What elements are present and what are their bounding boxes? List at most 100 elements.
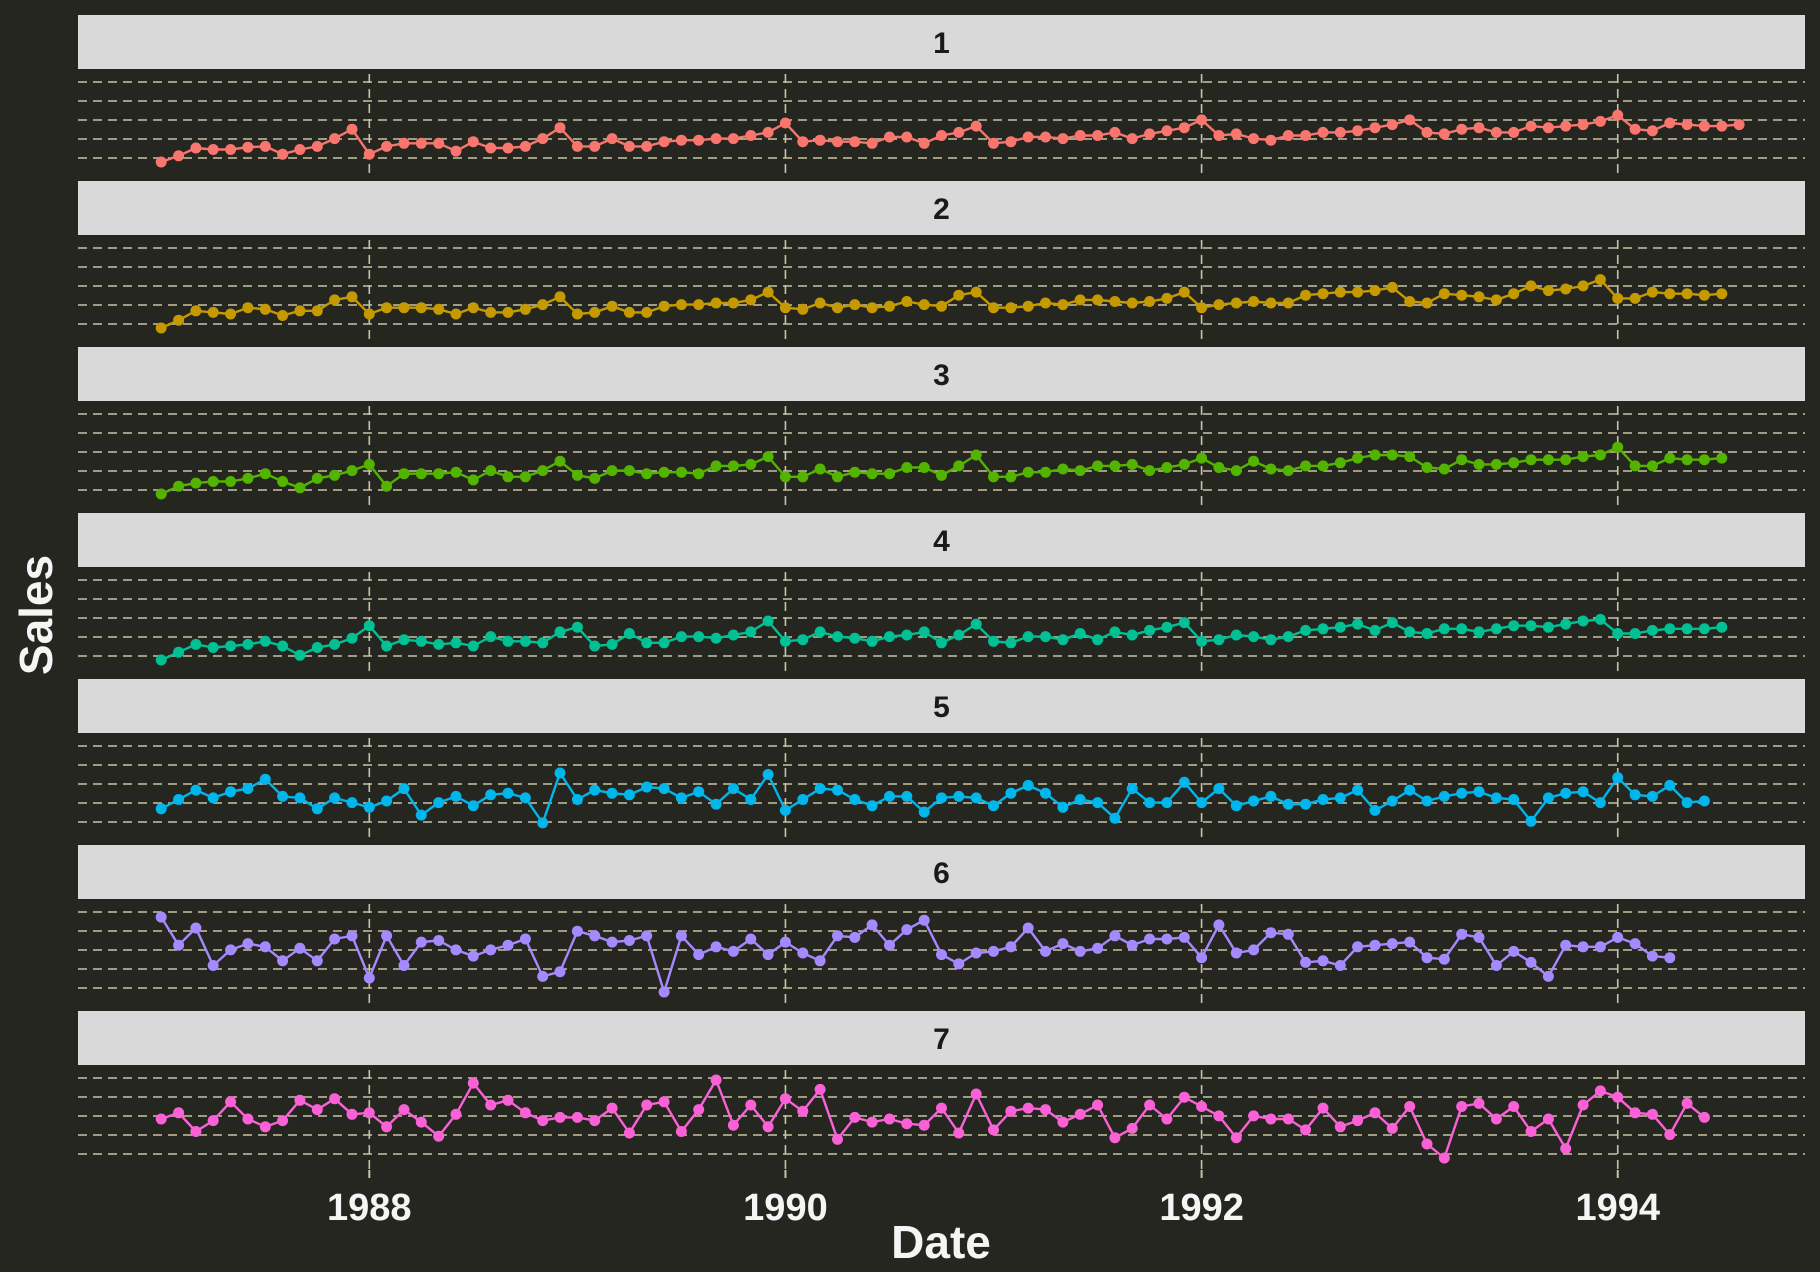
data-point [1577, 941, 1589, 953]
data-point [1022, 131, 1034, 143]
data-point [988, 302, 999, 314]
data-point [433, 468, 445, 480]
data-point [1300, 956, 1312, 968]
data-point [1282, 1113, 1294, 1125]
data-point [1109, 930, 1121, 942]
data-point [346, 632, 358, 644]
data-point [727, 297, 739, 309]
data-point [1646, 1108, 1658, 1120]
data-point [259, 140, 271, 152]
data-point [1612, 441, 1624, 453]
data-point [1178, 931, 1190, 943]
data-point [190, 1126, 202, 1137]
data-point [866, 137, 878, 149]
data-point [1629, 460, 1641, 472]
facet-strip-1 [78, 15, 1805, 69]
data-point [155, 1113, 167, 1125]
data-point [381, 640, 393, 652]
data-point [277, 955, 289, 967]
data-point [571, 1111, 583, 1123]
data-point [225, 476, 237, 487]
data-point [1352, 784, 1364, 796]
data-point [242, 472, 254, 484]
data-point [884, 300, 895, 312]
data-point [866, 800, 878, 812]
data-point [936, 637, 947, 649]
data-point [519, 471, 531, 483]
data-point [398, 960, 410, 971]
data-point [1421, 297, 1433, 309]
data-point [329, 792, 341, 804]
data-point [190, 305, 202, 317]
data-point [1646, 950, 1658, 962]
data-point [1698, 120, 1710, 132]
data-point [849, 794, 861, 805]
data-point [988, 800, 999, 812]
data-point [467, 950, 479, 962]
data-point [623, 306, 635, 318]
data-point [936, 1102, 947, 1114]
data-point [450, 1108, 462, 1120]
data-point [1490, 623, 1502, 635]
data-point [1473, 626, 1485, 638]
data-point [1248, 1110, 1260, 1122]
data-point [346, 930, 358, 942]
data-point [1126, 458, 1138, 470]
data-point [1161, 462, 1173, 473]
data-point [1334, 126, 1346, 138]
data-point [1092, 942, 1104, 954]
data-point [1490, 1113, 1502, 1125]
data-point [1369, 449, 1381, 461]
data-point [1196, 114, 1208, 126]
data-point [1057, 938, 1069, 950]
data-point [173, 480, 185, 492]
data-point [814, 783, 826, 795]
data-point [1525, 280, 1537, 292]
data-point [1040, 631, 1051, 643]
data-point [589, 472, 601, 484]
data-point [1092, 797, 1104, 809]
data-point [1300, 460, 1312, 472]
data-point [207, 1115, 219, 1127]
data-point [225, 1096, 237, 1108]
data-point [1508, 457, 1520, 469]
data-point [1629, 123, 1641, 135]
data-point [1629, 789, 1641, 801]
data-point [1057, 463, 1069, 475]
data-point [1386, 119, 1398, 131]
data-point [1438, 790, 1450, 802]
data-point [1716, 288, 1728, 300]
data-point [1005, 1105, 1017, 1117]
data-point [1265, 1113, 1277, 1125]
data-point [988, 137, 999, 149]
data-point [1421, 126, 1433, 138]
data-point [363, 1107, 375, 1119]
facet-strip-3 [78, 347, 1805, 401]
data-point [1040, 787, 1051, 799]
data-point [1265, 634, 1277, 646]
data-point [814, 626, 826, 638]
data-point [589, 930, 601, 942]
data-point [381, 795, 393, 807]
data-point [1005, 637, 1017, 649]
data-point [173, 150, 185, 162]
data-point [1438, 128, 1450, 140]
data-point [832, 302, 843, 314]
x-tick-label: 1994 [1575, 1187, 1660, 1229]
data-point [745, 130, 757, 141]
data-point [519, 303, 531, 315]
data-point [1092, 634, 1104, 646]
data-point [1230, 800, 1242, 812]
data-point [190, 477, 202, 489]
data-point [433, 303, 445, 315]
data-point [1525, 956, 1537, 968]
data-point [884, 1113, 895, 1125]
data-point [1473, 931, 1485, 943]
data-point [1404, 296, 1416, 307]
data-point [467, 302, 479, 314]
data-point [1040, 945, 1051, 957]
data-point [1334, 960, 1346, 971]
data-point [693, 468, 705, 480]
data-point [1508, 794, 1520, 805]
data-point [1040, 1104, 1051, 1116]
